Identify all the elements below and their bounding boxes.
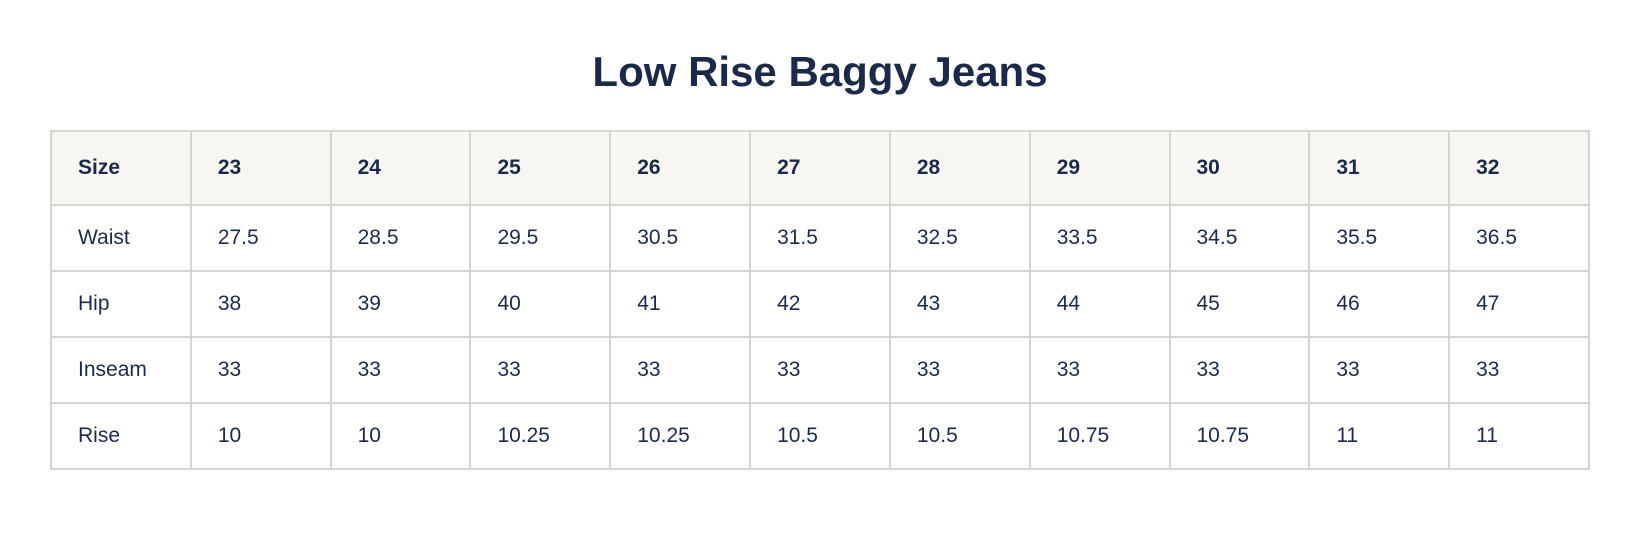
header-cell-size: 28 [888,130,1031,206]
table-cell: 35.5 [1308,204,1451,272]
header-cell-size: 23 [189,130,332,206]
table-row-rise: Rise 10 10 10.25 10.25 10.5 10.5 10.75 1… [50,402,1590,470]
table-cell: 10.75 [1028,402,1171,470]
header-cell-size-label: Size [50,130,192,206]
row-label: Hip [50,270,192,338]
table-cell: 34.5 [1168,204,1311,272]
table-cell: 33 [749,336,891,404]
table-cell: 32.5 [888,204,1031,272]
header-cell-size: 26 [609,130,752,206]
row-label: Waist [50,204,192,272]
table-cell: 33 [329,336,472,404]
table-cell: 33 [1448,336,1590,404]
table-cell: 33 [1308,336,1451,404]
table-cell: 41 [609,270,752,338]
table-cell: 33 [1168,336,1311,404]
table-cell: 10.5 [888,402,1031,470]
table-row-inseam: Inseam 33 33 33 33 33 33 33 33 33 33 [50,336,1590,404]
header-cell-size: 27 [749,130,891,206]
header-cell-size: 30 [1168,130,1311,206]
table-cell: 33 [609,336,752,404]
table-cell: 30.5 [609,204,752,272]
header-cell-size: 24 [329,130,472,206]
table-cell: 36.5 [1448,204,1590,272]
table-cell: 44 [1028,270,1171,338]
table-cell: 10 [329,402,472,470]
table-cell: 28.5 [329,204,472,272]
table-cell: 10 [189,402,332,470]
table-cell: 47 [1448,270,1590,338]
table-cell: 46 [1308,270,1451,338]
size-chart-table: Size 23 24 25 26 27 28 29 30 31 32 Waist… [50,130,1590,470]
table-cell: 29.5 [469,204,612,272]
table-cell: 33 [1028,336,1171,404]
table-cell: 27.5 [189,204,332,272]
table-cell: 45 [1168,270,1311,338]
header-cell-size: 31 [1308,130,1451,206]
table-cell: 33 [469,336,612,404]
table-cell: 10.75 [1168,402,1311,470]
table-header-row: Size 23 24 25 26 27 28 29 30 31 32 [50,130,1590,206]
row-label: Inseam [50,336,192,404]
table-cell: 11 [1448,402,1590,470]
table-cell: 10.5 [749,402,891,470]
table-cell: 33 [189,336,332,404]
table-cell: 38 [189,270,332,338]
table-cell: 33.5 [1028,204,1171,272]
row-label: Rise [50,402,192,470]
table-cell: 10.25 [469,402,612,470]
page-title: Low Rise Baggy Jeans [592,48,1048,95]
table-cell: 11 [1308,402,1451,470]
table-row-waist: Waist 27.5 28.5 29.5 30.5 31.5 32.5 33.5… [50,204,1590,272]
table-cell: 31.5 [749,204,891,272]
header-cell-size: 25 [469,130,612,206]
table-cell: 10.25 [609,402,752,470]
table-cell: 33 [888,336,1031,404]
table-row-hip: Hip 38 39 40 41 42 43 44 45 46 47 [50,270,1590,338]
table-cell: 42 [749,270,891,338]
header-cell-size: 32 [1448,130,1590,206]
table-cell: 40 [469,270,612,338]
header-cell-size: 29 [1028,130,1171,206]
table-cell: 43 [888,270,1031,338]
table-cell: 39 [329,270,472,338]
